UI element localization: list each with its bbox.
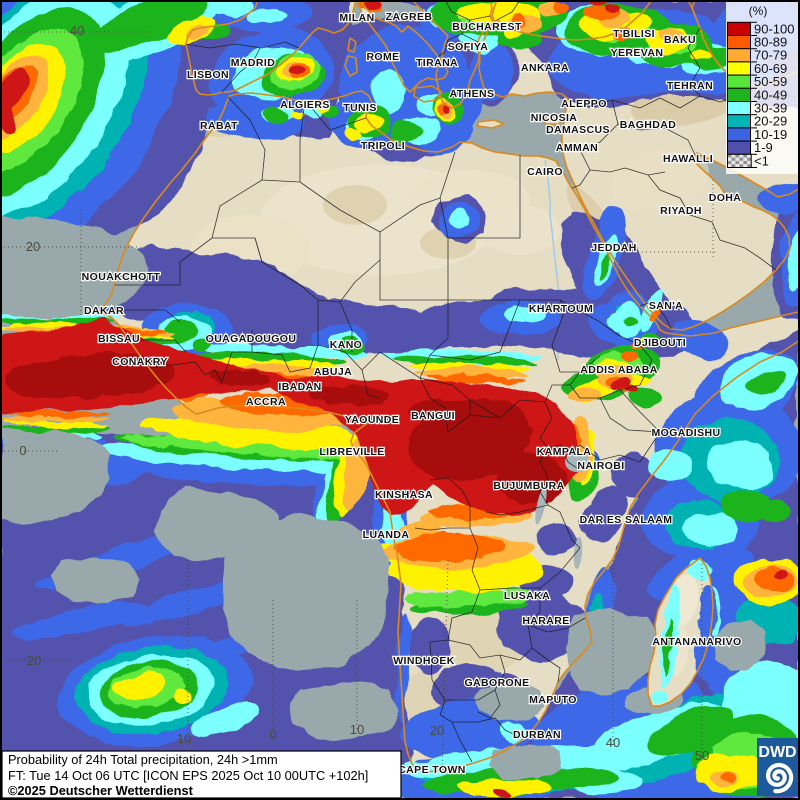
- svg-text:0: 0: [269, 727, 276, 742]
- svg-text:IBADAN: IBADAN: [278, 381, 321, 393]
- svg-text:YAOUNDE: YAOUNDE: [345, 414, 399, 426]
- svg-text:60-69: 60-69: [754, 61, 787, 76]
- svg-text:ZAGREB: ZAGREB: [386, 11, 433, 23]
- svg-text:KANO: KANO: [330, 339, 363, 351]
- svg-text:WINDHOEK: WINDHOEK: [393, 655, 455, 667]
- svg-text:ALGIERS: ALGIERS: [280, 99, 329, 111]
- svg-text:CAIRO: CAIRO: [527, 166, 563, 178]
- svg-text:ANKARA: ANKARA: [521, 62, 569, 74]
- svg-text:NICOSIA: NICOSIA: [531, 112, 578, 124]
- svg-text:TRIPOLI: TRIPOLI: [361, 140, 405, 152]
- svg-text:DJIBOUTI: DJIBOUTI: [634, 337, 686, 349]
- svg-text:20-29: 20-29: [754, 114, 787, 129]
- svg-text:NOUAKCHOTT: NOUAKCHOTT: [82, 271, 161, 283]
- svg-text:20: 20: [26, 239, 40, 254]
- svg-text:<1: <1: [754, 153, 769, 168]
- svg-text:LIBREVILLE: LIBREVILLE: [319, 446, 384, 458]
- svg-text:GABORONE: GABORONE: [464, 677, 529, 689]
- svg-text:HAWALLI: HAWALLI: [663, 153, 713, 165]
- svg-text:LUSAKA: LUSAKA: [504, 590, 550, 602]
- svg-text:ACCRA: ACCRA: [246, 396, 286, 408]
- svg-text:TEHRAN: TEHRAN: [667, 80, 713, 92]
- svg-text:FT: Tue 14 Oct 06 UTC [ICON EP: FT: Tue 14 Oct 06 UTC [ICON EPS 2025 Oct…: [8, 768, 368, 783]
- svg-text:©2025 Deutscher Wetterdienst: ©2025 Deutscher Wetterdienst: [8, 783, 194, 798]
- svg-text:50: 50: [695, 748, 709, 763]
- svg-text:DURBAN: DURBAN: [513, 729, 561, 741]
- svg-text:20: 20: [430, 723, 444, 738]
- svg-text:0: 0: [19, 443, 26, 458]
- svg-text:RIYADH: RIYADH: [660, 205, 702, 217]
- svg-text:90-100: 90-100: [754, 21, 794, 36]
- svg-text:10: 10: [350, 722, 364, 737]
- svg-text:KHARTOUM: KHARTOUM: [529, 303, 593, 315]
- svg-text:BAKU: BAKU: [664, 34, 696, 46]
- svg-text:20: 20: [27, 653, 41, 668]
- svg-text:80-89: 80-89: [754, 35, 787, 50]
- svg-text:TIRANA: TIRANA: [416, 57, 458, 69]
- svg-text:BUCHAREST: BUCHAREST: [452, 21, 522, 33]
- svg-text:40: 40: [70, 23, 84, 38]
- svg-text:CAPE TOWN: CAPE TOWN: [398, 764, 466, 776]
- svg-text:CONAKRY: CONAKRY: [112, 356, 168, 368]
- svg-text:LISBON: LISBON: [187, 69, 229, 81]
- svg-text:DAKAR: DAKAR: [84, 305, 124, 317]
- svg-text:KINSHASA: KINSHASA: [375, 489, 433, 501]
- svg-text:KAMPALA: KAMPALA: [537, 446, 592, 458]
- svg-text:MILAN: MILAN: [339, 12, 374, 24]
- svg-text:BUJUMBURA: BUJUMBURA: [493, 480, 564, 492]
- svg-text:DAR ES SALAAM: DAR ES SALAAM: [580, 514, 673, 526]
- svg-text:BAGHDAD: BAGHDAD: [620, 119, 676, 131]
- svg-text:30-39: 30-39: [754, 101, 787, 116]
- svg-text:ALEPPO: ALEPPO: [561, 98, 607, 110]
- svg-text:ABUJA: ABUJA: [314, 366, 352, 378]
- svg-text:Probability of 24h Total preci: Probability of 24h Total precipitation, …: [8, 752, 278, 767]
- svg-text:SAN'A: SAN'A: [649, 300, 683, 312]
- svg-text:BANGUI: BANGUI: [411, 410, 455, 422]
- svg-text:SOFIYA: SOFIYA: [448, 41, 489, 53]
- svg-text:ROME: ROME: [366, 51, 399, 63]
- svg-text:MOGADISHU: MOGADISHU: [652, 427, 721, 439]
- svg-text:TUNIS: TUNIS: [343, 102, 377, 114]
- svg-text:DOHA: DOHA: [709, 192, 742, 204]
- svg-text:ATHENS: ATHENS: [450, 88, 495, 100]
- svg-text:(%): (%): [749, 4, 768, 18]
- svg-text:50-59: 50-59: [754, 74, 787, 89]
- svg-text:NAIROBI: NAIROBI: [577, 460, 624, 472]
- svg-text:YEREVAN: YEREVAN: [611, 47, 664, 59]
- svg-text:DWD: DWD: [758, 744, 796, 761]
- svg-text:T'BILISI: T'BILISI: [613, 28, 655, 40]
- svg-text:DAMASCUS: DAMASCUS: [546, 124, 610, 136]
- svg-text:MADRID: MADRID: [231, 57, 275, 69]
- svg-text:MAPUTO: MAPUTO: [529, 694, 577, 706]
- svg-text:ANTANANARIVO: ANTANANARIVO: [652, 636, 741, 648]
- svg-text:BISSAU: BISSAU: [98, 333, 140, 345]
- svg-text:40-49: 40-49: [754, 87, 787, 102]
- svg-text:40: 40: [606, 735, 620, 750]
- svg-text:70-79: 70-79: [754, 48, 787, 63]
- svg-text:1-9: 1-9: [754, 140, 773, 155]
- svg-text:10-19: 10-19: [754, 127, 787, 142]
- svg-text:RABAT: RABAT: [200, 120, 238, 132]
- svg-text:ADDIS ABABA: ADDIS ABABA: [580, 364, 658, 376]
- svg-text:HARARE: HARARE: [522, 615, 569, 627]
- svg-text:LUANDA: LUANDA: [363, 529, 410, 541]
- svg-text:OUAGADOUGOU: OUAGADOUGOU: [206, 333, 297, 345]
- svg-text:AMMAN: AMMAN: [556, 142, 598, 154]
- svg-text:10: 10: [177, 731, 191, 746]
- svg-text:JEDDAH: JEDDAH: [591, 242, 637, 254]
